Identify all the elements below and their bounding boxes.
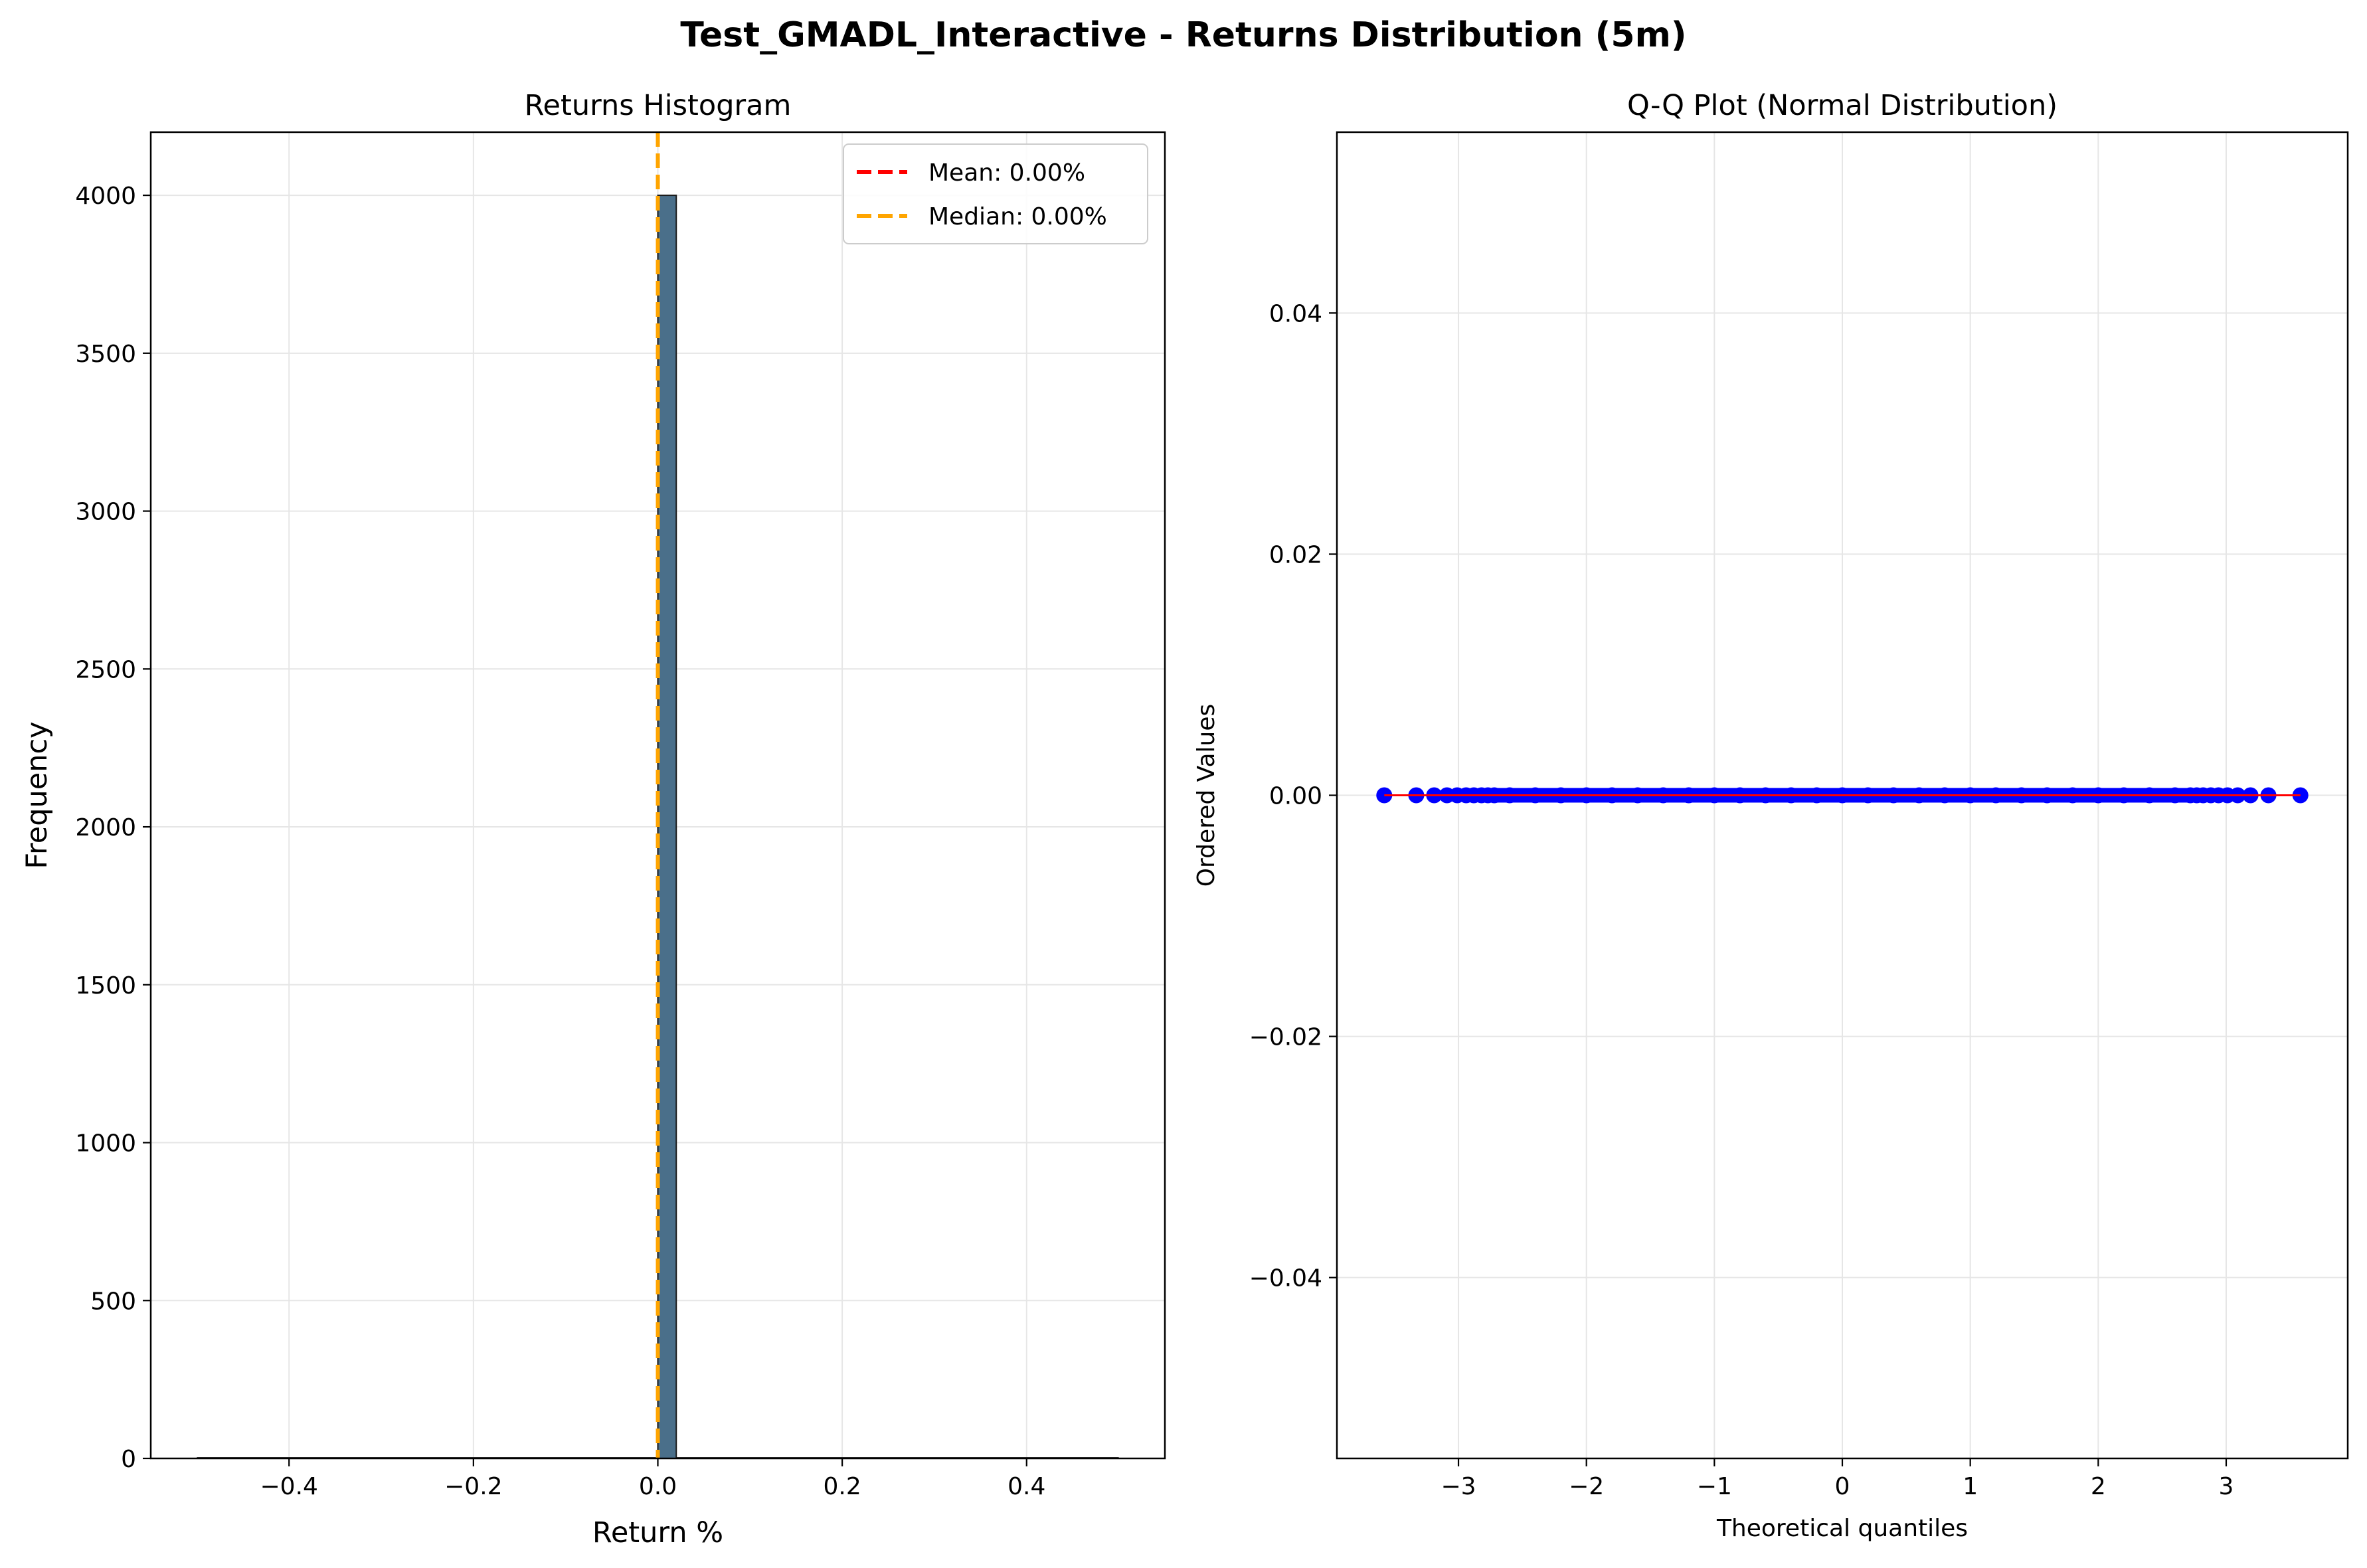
legend-box bbox=[843, 143, 1148, 244]
histogram-x-tick-label: 0.0 bbox=[639, 1473, 677, 1500]
histogram-title: Returns Histogram bbox=[525, 89, 792, 122]
histogram-y-tick-label: 1500 bbox=[75, 972, 136, 1000]
qq-plot-title: Q-Q Plot (Normal Distribution) bbox=[1627, 89, 2058, 122]
qq-plot-x-tick-label: −3 bbox=[1441, 1473, 1476, 1500]
histogram-axes: −0.4 −0.2 0.0 0.2 0.4 0 500 1000 1500 2000 2500 300… bbox=[21, 89, 1166, 1549]
histogram-y-tick-label: 0 bbox=[121, 1446, 136, 1473]
histogram-x-axis-label: Return % bbox=[592, 1516, 723, 1549]
qq-plot-y-tick-label: −0.04 bbox=[1249, 1265, 1322, 1292]
histogram-x-tick-label: −0.4 bbox=[260, 1473, 318, 1500]
qq-plot-x-tick-label: −2 bbox=[1569, 1473, 1604, 1500]
qq-plot-ticks: −3 −2 −1 0 1 2 3 −0.04 −0.02 0.00 0.02 0.04 bbox=[1249, 300, 2234, 1500]
qq-plot-x-tick-label: 2 bbox=[2091, 1473, 2106, 1500]
legend-label: Median: 0.00% bbox=[928, 203, 1107, 230]
histogram-marks bbox=[197, 132, 1119, 1460]
figure-title: Test_GMADL_Interactive - Returns Distrib… bbox=[680, 15, 1686, 55]
qq-plot-x-tick-label: 3 bbox=[2219, 1473, 2234, 1500]
histogram-x-tick-label: 0.2 bbox=[824, 1473, 861, 1500]
histogram-y-tick-label: 4000 bbox=[75, 183, 136, 210]
histogram-y-tick-label: 2000 bbox=[75, 814, 136, 841]
qq-plot-axes: −3 −2 −1 0 1 2 3 −0.04 −0.02 0.00 0.02 0.04 Q-Q Plo… bbox=[1193, 89, 2349, 1542]
qq-plot-y-tick-label: −0.02 bbox=[1249, 1024, 1322, 1051]
qq-plot-y-axis-label: Ordered Values bbox=[1193, 704, 1220, 887]
qq-plot-x-axis-label: Theoretical quantiles bbox=[1716, 1515, 1968, 1542]
histogram-y-tick-label: 3000 bbox=[75, 499, 136, 526]
legend-label: Mean: 0.00% bbox=[928, 159, 1085, 187]
histogram-y-axis-label: Frequency bbox=[21, 721, 54, 869]
histogram-y-tick-label: 1000 bbox=[75, 1130, 136, 1158]
histogram-y-tick-label: 2500 bbox=[75, 656, 136, 683]
histogram-legend: Mean: 0.00% Median: 0.00% bbox=[843, 143, 1148, 244]
qq-plot-x-tick-label: 0 bbox=[1835, 1473, 1850, 1500]
histogram-y-tick-label: 3500 bbox=[75, 341, 136, 368]
qq-plot-y-tick-label: 0.00 bbox=[1269, 783, 1322, 810]
histogram-y-tick-label: 500 bbox=[90, 1288, 136, 1315]
histogram-bar bbox=[657, 195, 677, 1460]
qq-plot-x-tick-label: −1 bbox=[1697, 1473, 1732, 1500]
histogram-x-tick-label: −0.2 bbox=[444, 1473, 502, 1500]
histogram-ticks: −0.4 −0.2 0.0 0.2 0.4 0 500 1000 1500 2000 2500 300… bbox=[75, 183, 1045, 1500]
qq-plot-marks bbox=[1376, 787, 2309, 804]
qq-plot-y-tick-label: 0.04 bbox=[1269, 300, 1322, 327]
histogram-x-tick-label: 0.4 bbox=[1008, 1473, 1045, 1500]
qq-plot-y-tick-label: 0.02 bbox=[1269, 541, 1322, 568]
qq-plot-x-tick-label: 1 bbox=[1963, 1473, 1978, 1500]
